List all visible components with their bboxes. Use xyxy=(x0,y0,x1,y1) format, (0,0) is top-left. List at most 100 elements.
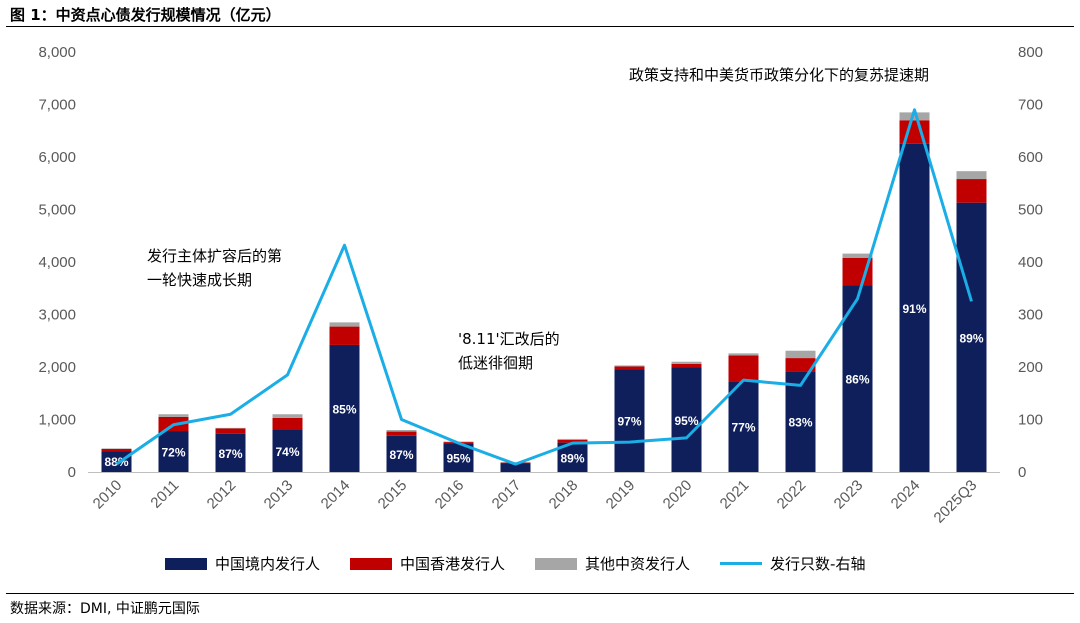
share-label: 85% xyxy=(332,402,356,416)
bar-hongkong xyxy=(272,417,303,430)
bar-other xyxy=(101,448,132,449)
bar-mainland xyxy=(614,369,645,472)
x-tick-label: 2014 xyxy=(318,477,354,513)
x-tick-label: 2019 xyxy=(603,477,639,513)
bar-mainland xyxy=(158,431,189,472)
annotation-line: 政策支持和中美货币政策分化下的复苏提速期 xyxy=(629,66,930,84)
share-label: 89% xyxy=(959,331,983,345)
annotation-line: 低迷徘徊期 xyxy=(458,354,534,372)
x-tick-label: 2016 xyxy=(432,477,468,513)
bar-mainland xyxy=(956,202,987,473)
share-label: 77% xyxy=(731,421,755,435)
annotation-line: 一轮快速成长期 xyxy=(147,271,253,289)
bar-other xyxy=(215,427,246,429)
x-tick-label: 2024 xyxy=(888,477,924,513)
bar-other xyxy=(785,350,816,359)
count-line-path xyxy=(115,108,973,466)
bar-hongkong xyxy=(728,355,759,382)
y-left-tick-label: 0 xyxy=(68,464,76,481)
y-right-tick-label: 200 xyxy=(1018,359,1043,376)
bar-other xyxy=(899,112,930,121)
annotation-first-growth: 发行主体扩容后的第 一轮快速成长期 xyxy=(147,244,282,292)
bar-hongkong xyxy=(785,358,816,372)
bar-other xyxy=(956,171,987,180)
x-tick-label: 2022 xyxy=(774,477,810,513)
y-left-tick-label: 2,000 xyxy=(38,359,76,376)
annotation-recovery: 政策支持和中美货币政策分化下的复苏提速期 xyxy=(629,63,929,87)
source-note: 数据来源：DMI, 中证鹏元国际 xyxy=(10,601,200,617)
x-tick-label: 2023 xyxy=(831,477,867,513)
x-tick-label: 2017 xyxy=(489,477,525,513)
legend: 中国境内发行人 中国香港发行人 其他中资发行人 发行只数-右轴 xyxy=(165,553,895,574)
bar-hongkong xyxy=(557,439,588,443)
bar-other xyxy=(272,414,303,418)
y-right-tick-label: 500 xyxy=(1018,202,1043,219)
bar-hongkong xyxy=(614,366,645,370)
bar-mainland xyxy=(728,381,759,472)
y-left-tick-label: 1,000 xyxy=(38,412,76,429)
bar-mainland xyxy=(272,430,303,472)
share-label: 95% xyxy=(674,414,698,428)
y-right-tick-label: 300 xyxy=(1018,307,1043,324)
share-label: 74% xyxy=(275,445,299,459)
x-tick-label: 2018 xyxy=(546,477,582,513)
legend-swatch-other xyxy=(535,557,578,570)
x-tick-label: 2011 xyxy=(147,477,182,512)
bar-other xyxy=(614,365,645,367)
y-left-tick-label: 6,000 xyxy=(38,149,76,166)
bar-hongkong xyxy=(671,363,702,368)
y-right-tick-label: 800 xyxy=(1018,44,1043,61)
bar-hongkong xyxy=(101,448,132,452)
bar-mainland xyxy=(329,344,360,472)
bar-hongkong xyxy=(956,179,987,203)
bar-hongkong xyxy=(386,431,417,436)
annotation-slump: '8.11'汇改后的 低迷徘徊期 xyxy=(458,327,560,375)
bar-other xyxy=(386,430,417,432)
bar-mainland xyxy=(899,143,930,472)
share-label: 86% xyxy=(845,373,869,387)
share-label: 91% xyxy=(902,302,926,316)
share-label: 95% xyxy=(446,452,470,466)
y-right-tick-label: 700 xyxy=(1018,97,1043,114)
share-labels: 88%72% 87% 74%85%87% 95% 89%97% 95% 77% 83%86%9… xyxy=(104,302,983,469)
share-label: 97% xyxy=(617,415,641,429)
bar-other xyxy=(671,361,702,364)
x-tick-label: 2025Q3 xyxy=(931,477,981,527)
source-rule xyxy=(6,593,1074,594)
legend-label: 发行只数-右轴 xyxy=(770,555,866,573)
figure-title: 图 1：中资点心债发行规模情况（亿元） xyxy=(10,6,281,24)
bar-mainland xyxy=(215,433,246,472)
legend-item-other: 其他中资发行人 xyxy=(535,553,690,574)
legend-item-hongkong: 中国香港发行人 xyxy=(350,553,505,574)
legend-item-count: 发行只数-右轴 xyxy=(720,553,865,574)
legend-swatch-hongkong xyxy=(350,557,393,570)
share-label: 89% xyxy=(560,451,584,465)
bar-hongkong xyxy=(329,326,360,345)
legend-label: 中国境内发行人 xyxy=(215,555,321,573)
y-right-tick-label: 0 xyxy=(1018,464,1026,481)
y-left-tick-label: 3,000 xyxy=(38,307,76,324)
annotation-line: 发行主体扩容后的第 xyxy=(147,247,283,265)
legend-label: 中国香港发行人 xyxy=(400,555,506,573)
legend-item-mainland: 中国境内发行人 xyxy=(165,553,320,574)
bar-mainland xyxy=(101,451,132,472)
y-right-tick-label: 400 xyxy=(1018,254,1043,271)
bars xyxy=(101,112,987,473)
legend-label: 其他中资发行人 xyxy=(585,555,691,573)
bar-mainland xyxy=(785,371,816,472)
bar-hongkong xyxy=(215,428,246,434)
count-line xyxy=(115,108,973,466)
bar-mainland xyxy=(500,463,531,472)
share-label: 87% xyxy=(218,447,242,461)
share-label: 72% xyxy=(161,446,185,460)
x-tick-label: 2015 xyxy=(375,477,411,513)
y-left-tick-label: 5,000 xyxy=(38,202,76,219)
bar-other xyxy=(158,414,189,417)
title-rule xyxy=(6,26,1074,27)
y-left-tick-label: 4,000 xyxy=(38,254,76,271)
x-tick-label: 2021 xyxy=(717,477,753,513)
bar-other xyxy=(728,353,759,356)
y-right-tick-label: 100 xyxy=(1018,412,1043,429)
y-left-tick-label: 8,000 xyxy=(38,44,76,61)
